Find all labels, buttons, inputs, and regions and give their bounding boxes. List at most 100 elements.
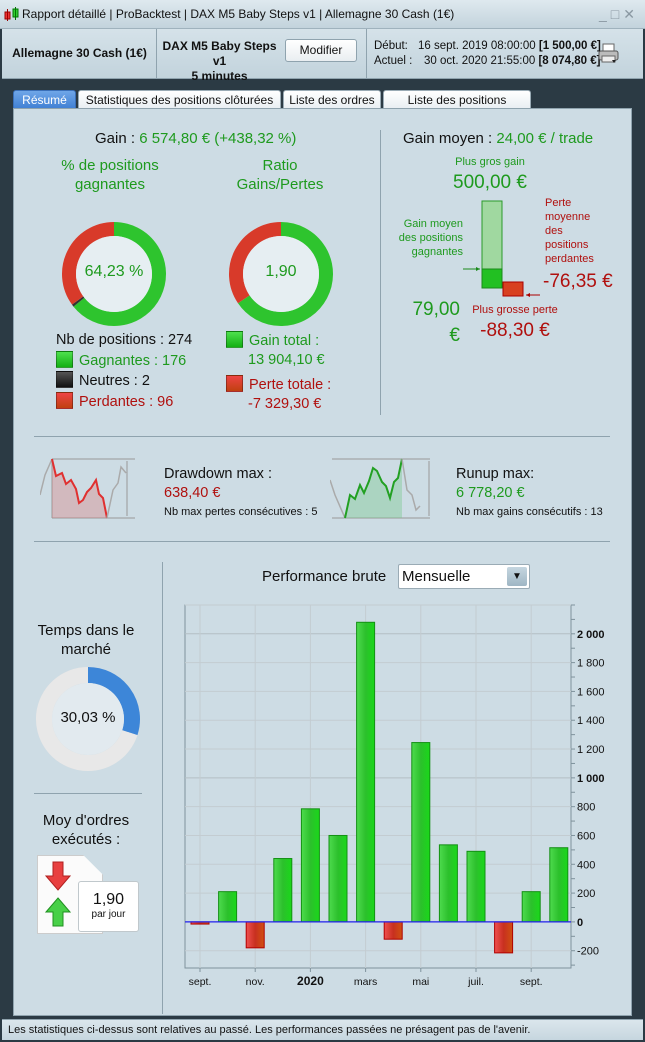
runup-label: Runup max: — [456, 466, 535, 482]
maximize-button[interactable]: □ — [610, 6, 624, 22]
title-part: ProBacktest — [115, 7, 181, 21]
y-tick-label: 1 000 — [577, 773, 605, 785]
title-part: Rapport détaillé — [22, 7, 107, 21]
printer-icon[interactable] — [598, 43, 620, 65]
orders-unit: par jour — [91, 909, 126, 920]
tab-closed-position-stats[interactable]: Statistiques des positions clôturées — [78, 90, 281, 109]
losers-count: Perdantes : 96 — [79, 393, 174, 410]
gain-total-swatch — [226, 331, 243, 348]
candlestick-icon — [4, 7, 19, 21]
bar-2020-09 — [521, 891, 541, 923]
gain-loss-diagram — [463, 200, 540, 297]
bar-2019-11 — [245, 921, 265, 949]
gain-total-value: 13 904,10 € — [248, 352, 325, 368]
bar-2020-02 — [328, 834, 348, 923]
x-tick-label: juil. — [467, 976, 484, 988]
title-part: DAX M5 Baby Steps v1 — [190, 7, 316, 21]
x-tick-label: mars — [354, 976, 377, 988]
bar-2019-10 — [218, 891, 238, 923]
win-pct-value: 64,23 % — [84, 263, 144, 280]
avg-gain-label: Gain moyen : — [403, 130, 497, 147]
bar-2020-01 — [300, 808, 320, 923]
x-tick-label: 2020 — [297, 974, 324, 988]
x-tick-label: sept. — [520, 976, 543, 988]
gain-label: Gain : — [95, 130, 140, 147]
avg-gain-summary: Gain moyen : 24,00 € / trade — [403, 130, 593, 147]
bar-2020-05 — [411, 742, 431, 923]
losers-swatch — [56, 391, 73, 409]
y-tick-label: 400 — [577, 859, 595, 871]
ratio-title: Ratio Gains/Pertes — [236, 157, 324, 193]
y-tick-label: 0 — [577, 917, 583, 929]
y-tick-label: 2 000 — [577, 629, 605, 641]
perf-period-select[interactable]: Mensuelle ▼ — [398, 564, 530, 589]
instrument-name: Allemagne 30 Cash (1€) — [12, 46, 147, 60]
y-tick-label: 600 — [577, 830, 595, 842]
y-tick-label: 1 400 — [577, 715, 605, 727]
market-time-donut — [36, 667, 140, 771]
avg-win-value: 79,00 € — [412, 299, 460, 346]
biggest-gain-value: 500,00 € — [453, 172, 527, 193]
strategy-name: DAX M5 Baby Steps v1 — [162, 39, 277, 68]
y-tick-label: 200 — [577, 888, 595, 900]
perf-period-value: Mensuelle — [402, 568, 471, 585]
avg-gain-value: 24,00 € / trade — [496, 130, 594, 147]
tab-resume[interactable]: Résumé — [13, 90, 76, 109]
market-time-value: 30,03 % — [60, 709, 116, 726]
tab-orders-list[interactable]: Liste des ordres — [283, 90, 381, 109]
win-pct-donut — [62, 222, 166, 326]
loss-segment — [229, 222, 282, 304]
drawdown-line — [51, 458, 108, 519]
drawdown-value: 638,40 € — [164, 485, 221, 501]
timeframe: 5 minutes — [191, 69, 248, 83]
loss-total-value: -7 329,30 € — [248, 396, 322, 412]
loss-total-label: Perte totale : — [249, 377, 332, 393]
x-tick-label: nov. — [246, 976, 265, 988]
runup-consecutive: Nb max gains consécutifs : 13 — [456, 506, 603, 518]
current-label: Actuel : — [374, 55, 413, 67]
ratio-value: 1,90 — [265, 263, 297, 280]
chevron-down-icon[interactable]: ▼ — [507, 567, 527, 586]
avg-loss-label: Perte moyenne des positions perdantes — [545, 197, 594, 265]
close-button[interactable]: ✕ — [623, 6, 639, 22]
x-tick-label: mai — [412, 976, 429, 988]
report-header: Allemagne 30 Cash (1€) DAX M5 Baby Steps… — [2, 29, 643, 83]
winners-swatch — [56, 350, 73, 368]
bar-2020-08 — [494, 921, 514, 954]
plot-area — [184, 604, 572, 969]
minimize-button[interactable]: _ — [599, 6, 611, 22]
window-titlebar: Rapport détaillé | ProBacktest | DAX M5 … — [0, 0, 645, 29]
runup-line — [344, 458, 403, 519]
biggest-gain-label: Plus gros gain — [455, 156, 525, 168]
neutral-count: Neutres : 2 — [79, 373, 150, 389]
neutral-swatch — [56, 371, 73, 388]
loss-total-swatch — [226, 375, 243, 392]
drawdown-area — [52, 459, 107, 518]
y-tick-label: 1 600 — [577, 686, 605, 698]
y-tick-label: 1 800 — [577, 658, 605, 670]
up-down-arrows-icon — [45, 861, 71, 927]
biggest-loss-value: -88,30 € — [480, 320, 550, 341]
title-part: Allemagne 30 Cash (1€) — [324, 7, 455, 21]
bar-2020-10 — [549, 847, 569, 923]
drawdown-consecutive: Nb max pertes consécutives : 5 — [164, 506, 318, 518]
current-date: 30 oct. 2020 21:55:00 — [424, 55, 536, 67]
monthly-performance-chart: -200 0 200 400 600 800 1 000 1 200 1 400 1 600 1 8… — [184, 604, 605, 988]
loss-segment — [62, 222, 115, 305]
perf-label: Performance brute — [262, 568, 387, 585]
modify-button[interactable]: Modifier — [285, 39, 357, 62]
nb-positions: Nb de positions : 274 — [56, 332, 193, 348]
y-tick-label: 1 200 — [577, 744, 605, 756]
bar-2019-12 — [273, 858, 293, 923]
runup-area — [345, 459, 402, 518]
y-tick-label: 800 — [577, 802, 595, 814]
drawdown-label: Drawdown max : — [164, 466, 272, 482]
drawdown-sparkline — [40, 458, 135, 519]
bar-2020-07 — [466, 850, 486, 923]
tab-closed-positions-list[interactable]: Liste des positions clôturées — [383, 90, 531, 125]
out-market-segment — [36, 667, 138, 771]
bar-2020-04 — [383, 921, 403, 940]
ratio-donut — [229, 222, 333, 326]
bar-2020-03 — [356, 621, 376, 923]
runup-value: 6 778,20 € — [456, 485, 525, 501]
